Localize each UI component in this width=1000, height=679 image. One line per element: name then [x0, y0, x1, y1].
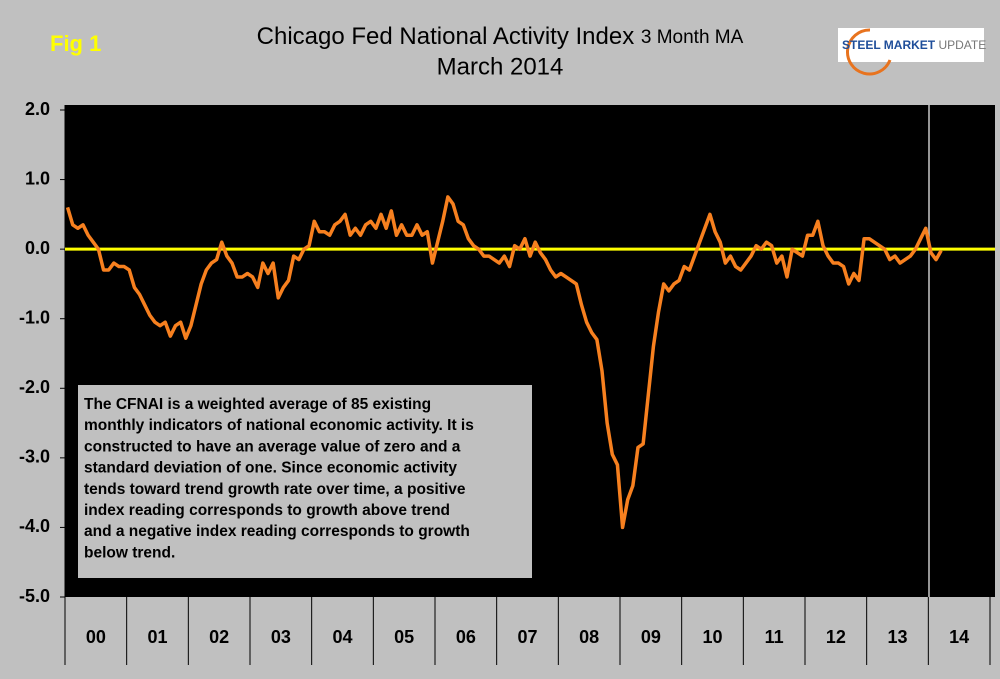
- chart-title: Chicago Fed National Activity Index 3 Mo…: [257, 23, 744, 50]
- x-tick-label: 05: [394, 627, 414, 647]
- y-tick-label: 1.0: [25, 168, 50, 188]
- chart-subtitle: March 2014: [437, 53, 564, 80]
- x-tick-label: 03: [271, 627, 291, 647]
- annotation-line: and a negative index reading corresponds…: [84, 523, 470, 540]
- title-suffix: 3 Month MA: [641, 27, 744, 48]
- series-line: [65, 195, 943, 530]
- y-tick-label: -4.0: [19, 516, 50, 536]
- x-tick-label: 08: [579, 627, 599, 647]
- x-tick-label: 00: [86, 627, 106, 647]
- annotation-line: monthly indicators of national economic …: [84, 417, 474, 434]
- x-tick-label: 06: [456, 627, 476, 647]
- y-tick-label: -3.0: [19, 447, 50, 467]
- annotation-line: constructed to have an average value of …: [84, 438, 461, 455]
- y-tick-label: -5.0: [19, 586, 50, 606]
- x-tick-label: 11: [765, 627, 784, 647]
- annotation-line: below trend.: [84, 544, 175, 561]
- annotation: The CFNAI is a weighted average of 85 ex…: [84, 396, 474, 561]
- annotation-line: The CFNAI is a weighted average of 85 ex…: [84, 396, 431, 413]
- x-tick-label: 04: [332, 627, 352, 647]
- y-tick-label: 2.0: [25, 99, 50, 119]
- logo-swoosh: [846, 28, 892, 76]
- y-tick-label: -2.0: [19, 377, 50, 397]
- x-tick-label: 09: [641, 627, 661, 647]
- logo-bold: STEEL MARKET: [842, 38, 936, 52]
- annotation-box: [78, 385, 532, 578]
- fig-label: Fig 1: [50, 31, 101, 56]
- logo-light: UPDATE: [938, 38, 986, 52]
- x-tick-label: 10: [702, 627, 722, 647]
- x-tick-label: 13: [887, 627, 907, 647]
- x-tick-label: 12: [826, 627, 846, 647]
- annotation-line: standard deviation of one. Since economi…: [84, 460, 457, 477]
- y-tick-label: 0.0: [25, 238, 50, 258]
- logo-box: [838, 28, 984, 62]
- annotation-line: index reading corresponds to growth abov…: [84, 502, 450, 519]
- x-tick-label: 02: [209, 627, 229, 647]
- title-main: Chicago Fed National Activity Index: [257, 23, 635, 50]
- x-tick-label: 01: [147, 627, 167, 647]
- logo: STEEL MARKET UPDATE: [842, 38, 986, 52]
- x-tick-label: 14: [949, 627, 969, 647]
- y-tick-label: -1.0: [19, 307, 50, 327]
- annotation-line: tends toward trend growth rate over time…: [84, 481, 466, 498]
- x-tick-label: 07: [517, 627, 537, 647]
